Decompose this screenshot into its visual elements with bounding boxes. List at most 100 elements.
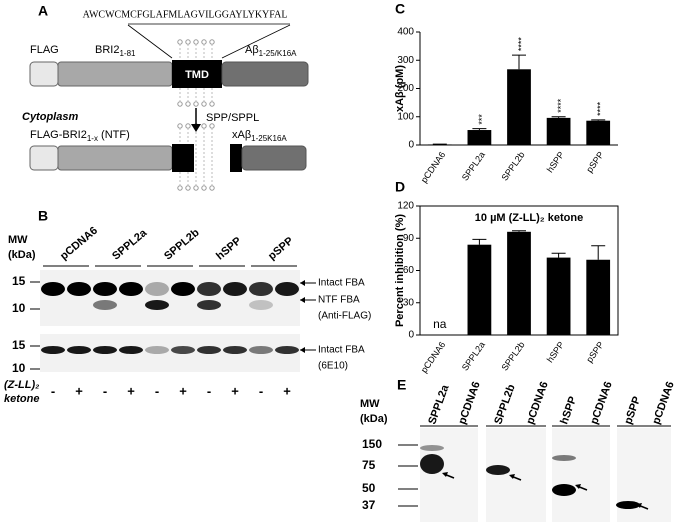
blot: [420, 428, 478, 522]
lane-label: pCDNA6: [524, 380, 551, 426]
treatment-label: ketone: [4, 393, 39, 405]
bar: [546, 257, 571, 335]
y-tick-label: 60: [403, 265, 415, 276]
x-tick-label: hSPP: [545, 150, 566, 175]
band: [249, 300, 273, 310]
lane-label: SPPL2a: [426, 383, 452, 426]
lipid-head: [201, 39, 207, 45]
label: xAβ: [232, 129, 251, 141]
x-tick-label: pSPP: [584, 340, 605, 365]
sign: +: [75, 383, 83, 398]
band: [223, 282, 247, 296]
lipid-head: [209, 185, 215, 191]
lipid-head: [209, 39, 215, 45]
error-bar: [551, 116, 566, 118]
y-axis-label: Percent inhibition (%): [394, 214, 406, 327]
lipid-head: [201, 185, 207, 191]
lipid-head: [201, 123, 207, 129]
error-bar: [472, 128, 487, 131]
band: [486, 465, 510, 475]
label: BRI21-81: [95, 44, 136, 58]
y-tick-label: 0: [408, 140, 414, 151]
label: xAβ1-25K16A: [232, 129, 287, 143]
significance: ***: [477, 114, 487, 125]
bands: [41, 282, 299, 354]
lipid-head: [201, 101, 207, 107]
mw-marker: 37: [362, 498, 376, 512]
y-tick-label: 200: [397, 83, 414, 94]
band: [552, 455, 576, 461]
band: [41, 346, 65, 354]
bar: [586, 120, 611, 145]
arrow-head: [575, 484, 581, 489]
lipid-head: [193, 185, 199, 191]
band: [67, 282, 91, 296]
lipid-head: [209, 123, 215, 129]
band: [275, 282, 299, 296]
x-tick-label: hSPP: [545, 340, 566, 365]
error-bar: [512, 230, 526, 232]
arrow-head: [300, 280, 305, 286]
mw-marker: 15: [12, 274, 26, 288]
band: [171, 282, 195, 296]
error-bar: [591, 245, 606, 260]
bri2-box: [57, 145, 173, 171]
error-bar: [551, 252, 566, 258]
significance: ****: [596, 101, 606, 116]
arrow-head: [509, 474, 515, 479]
x-tick-label: SPPL2a: [460, 340, 487, 373]
significance: ****: [516, 37, 526, 52]
band-label: Intact FBA: [318, 278, 365, 289]
band-label: (6E10): [318, 361, 348, 372]
band: [145, 300, 169, 310]
band-label: NTF FBA: [318, 295, 360, 306]
sign: +: [179, 383, 187, 398]
x-tick-label: pSPP: [584, 150, 605, 175]
lane-group-label: SPPL2b: [162, 226, 202, 262]
lane-label: pSPP: [622, 395, 643, 426]
bar: [546, 117, 571, 145]
band: [119, 282, 143, 296]
error-bar: [591, 119, 606, 121]
sign: +: [231, 383, 239, 398]
bar: [467, 130, 492, 145]
arrow-head: [300, 347, 305, 353]
y-tick-label: 100: [397, 111, 414, 122]
panel-label: B: [38, 208, 48, 224]
panel-label: D: [395, 179, 405, 195]
lipid-head: [193, 101, 199, 107]
label: FLAG-BRI21-x (NTF): [30, 129, 130, 143]
band: [249, 282, 273, 296]
mw-marker: 15: [12, 338, 26, 352]
lane-label: SPPL2b: [492, 383, 518, 426]
band: [67, 346, 91, 354]
lipid-head: [177, 123, 183, 129]
sign: +: [127, 383, 135, 398]
mw-label: MW: [8, 234, 28, 246]
bri2-box: [57, 61, 173, 87]
lipid-head: [193, 39, 199, 45]
lipid-head: [185, 123, 191, 129]
label: SPP/SPPL: [206, 112, 259, 124]
lipid-head: [209, 101, 215, 107]
label: Aβ: [245, 44, 259, 56]
sign: +: [283, 383, 291, 398]
lane-group-label: pSPP: [266, 235, 296, 263]
flag-box: [29, 61, 59, 87]
x-tick-label: pCDNA6: [419, 150, 448, 185]
blot: [486, 428, 546, 522]
panel-label: C: [395, 1, 405, 17]
blot: [40, 270, 300, 326]
lipid-head: [177, 39, 183, 45]
subscript: 1-25/K16A: [259, 49, 297, 58]
connector: [221, 24, 291, 59]
lane-label: pCDNA6: [650, 380, 677, 426]
x-tick-label: SPPL2b: [499, 340, 526, 373]
mw-marker: 50: [362, 481, 376, 495]
band: [420, 445, 444, 451]
significance: ****: [556, 98, 566, 113]
lipid-head: [185, 101, 191, 107]
bar: [427, 144, 452, 145]
sequence: AWCWCMCFGLAFMLAGVILGGAYLYKYFAL: [83, 9, 288, 20]
